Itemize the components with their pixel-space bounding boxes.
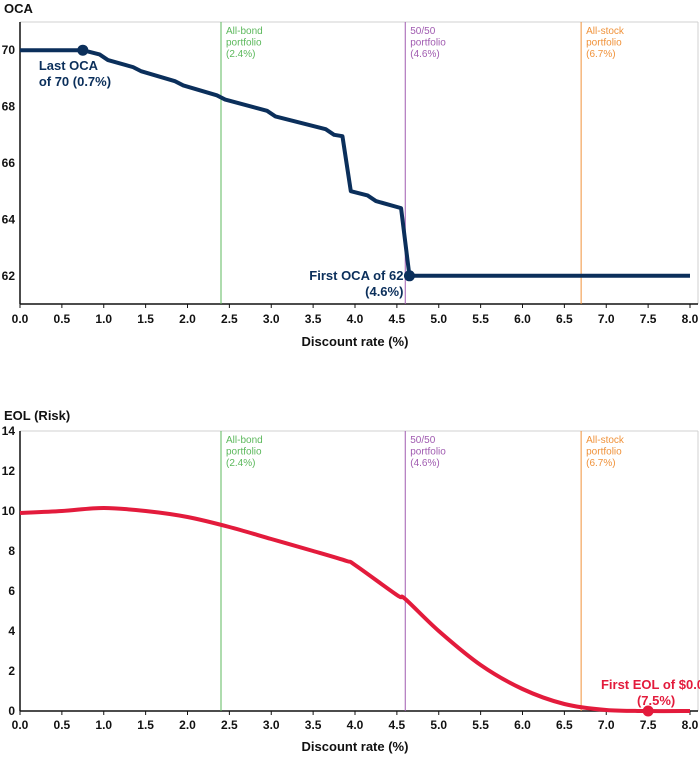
x-tick-label: 3.5 — [305, 718, 322, 732]
reference-label: (2.4%) — [226, 49, 255, 60]
highlight-point — [77, 44, 89, 56]
x-tick-label: 6.5 — [556, 718, 573, 732]
y-tick-label: 64 — [2, 212, 16, 226]
y-tick-label: 6 — [8, 584, 15, 598]
x-tick-label: 4.5 — [389, 718, 406, 732]
y-tick-label: 8 — [8, 544, 15, 558]
x-tick-label: 3.0 — [263, 718, 280, 732]
series-line-oca — [20, 48, 690, 278]
x-tick-label: 4.0 — [347, 718, 364, 732]
reference-label: All-stock — [586, 435, 625, 446]
reference-label: 50/50 — [410, 435, 435, 446]
y-tick-label: 2 — [8, 664, 15, 678]
reference-label: (6.7%) — [586, 49, 615, 60]
x-tick-label: 1.5 — [137, 718, 154, 732]
y-tick-label: 68 — [2, 100, 16, 114]
reference-label: portfolio — [410, 447, 446, 458]
x-tick-label: 3.0 — [263, 312, 280, 326]
point-annotation: Last OCA — [39, 58, 99, 73]
x-tick-label: 5.5 — [472, 312, 489, 326]
chart-oca: OCAAll-bondportfolio(2.4%)50/50portfolio… — [2, 1, 699, 349]
x-axis-label: Discount rate (%) — [302, 334, 409, 349]
x-tick-label: 2.5 — [221, 718, 238, 732]
reference-label: All-stock — [586, 26, 625, 37]
x-tick-label: 1.0 — [95, 312, 112, 326]
y-tick-label: 10 — [2, 504, 16, 518]
x-tick-label: 5.0 — [430, 312, 447, 326]
y-tick-label: 70 — [2, 43, 16, 57]
x-tick-label: 5.0 — [430, 718, 447, 732]
x-tick-label: 5.5 — [472, 718, 489, 732]
x-tick-label: 7.0 — [598, 312, 615, 326]
reference-label: portfolio — [226, 38, 262, 49]
x-tick-label: 6.0 — [514, 312, 531, 326]
x-tick-label: 3.5 — [305, 312, 322, 326]
reference-label: portfolio — [586, 447, 622, 458]
x-axis-label: Discount rate (%) — [302, 739, 409, 754]
reference-label: portfolio — [410, 38, 446, 49]
point-annotation: of 70 (0.7%) — [39, 74, 111, 89]
x-tick-label: 4.0 — [347, 312, 364, 326]
x-tick-label: 7.0 — [598, 718, 615, 732]
reference-label: All-bond — [226, 435, 263, 446]
x-tick-label: 2.0 — [179, 718, 196, 732]
chart-eol-risk: EOL (Risk)All-bondportfolio(2.4%)50/50po… — [2, 408, 700, 754]
reference-label: (4.6%) — [410, 49, 439, 60]
x-tick-label: 1.5 — [137, 312, 154, 326]
highlight-point — [403, 270, 415, 282]
reference-label: portfolio — [226, 447, 262, 458]
reference-label: 50/50 — [410, 26, 435, 37]
y-tick-label: 0 — [8, 704, 15, 718]
y-tick-label: 14 — [2, 424, 16, 438]
x-tick-label: 2.5 — [221, 312, 238, 326]
reference-label: (4.6%) — [410, 458, 439, 469]
reference-label: (2.4%) — [226, 458, 255, 469]
x-tick-label: 2.0 — [179, 312, 196, 326]
point-annotation: First EOL of $0.00 — [601, 677, 700, 692]
y-tick-label: 4 — [8, 624, 15, 638]
x-tick-label: 6.0 — [514, 718, 531, 732]
y-tick-label: 62 — [2, 269, 16, 283]
highlight-point — [642, 705, 654, 717]
x-tick-label: 0.5 — [54, 718, 71, 732]
x-tick-label: 0.5 — [54, 312, 71, 326]
x-tick-label: 8.0 — [682, 718, 699, 732]
reference-label: All-bond — [226, 26, 263, 37]
point-annotation: (7.5%) — [637, 693, 675, 708]
reference-label: portfolio — [586, 38, 622, 49]
x-tick-label: 0.0 — [12, 718, 29, 732]
point-annotation: (4.6%) — [365, 284, 403, 299]
y-tick-label: 12 — [2, 464, 16, 478]
x-tick-label: 6.5 — [556, 312, 573, 326]
reference-label: (6.7%) — [586, 458, 615, 469]
chart-title: OCA — [4, 1, 34, 16]
series-line-eol — [19, 506, 691, 714]
x-tick-label: 7.5 — [640, 718, 657, 732]
point-annotation: First OCA of 62 — [309, 268, 403, 283]
x-tick-label: 8.0 — [682, 312, 699, 326]
x-tick-label: 1.0 — [95, 718, 112, 732]
x-tick-label: 4.5 — [389, 312, 406, 326]
chart-title: EOL (Risk) — [4, 408, 70, 423]
x-tick-label: 0.0 — [12, 312, 29, 326]
x-tick-label: 7.5 — [640, 312, 657, 326]
y-tick-label: 66 — [2, 156, 16, 170]
